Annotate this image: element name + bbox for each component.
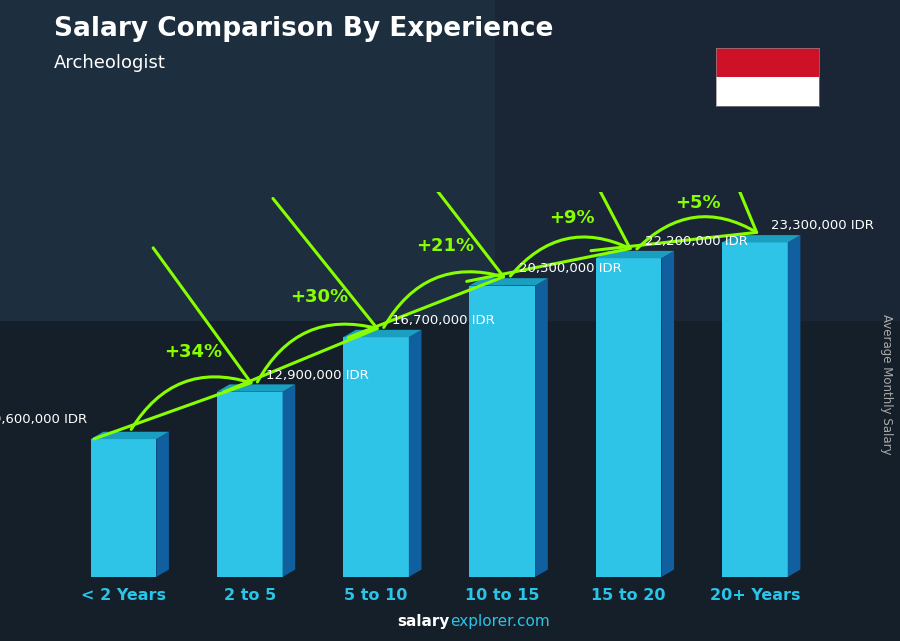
Text: salary: salary: [398, 615, 450, 629]
FancyArrowPatch shape: [94, 248, 251, 439]
Polygon shape: [343, 337, 409, 577]
Polygon shape: [217, 385, 295, 392]
Polygon shape: [343, 330, 421, 337]
Bar: [0, 320, 900, 641]
Polygon shape: [722, 242, 788, 577]
FancyArrowPatch shape: [591, 78, 757, 251]
Text: Salary Comparison By Experience: Salary Comparison By Experience: [54, 16, 554, 42]
FancyArrowPatch shape: [223, 199, 377, 392]
Text: +21%: +21%: [417, 237, 474, 254]
Text: Archeologist: Archeologist: [54, 54, 166, 72]
Text: +34%: +34%: [164, 343, 222, 361]
Text: 20,300,000 IDR: 20,300,000 IDR: [518, 263, 622, 276]
Polygon shape: [662, 251, 674, 577]
Polygon shape: [596, 258, 662, 577]
Polygon shape: [91, 432, 169, 439]
Bar: [0, 0, 495, 320]
FancyArrowPatch shape: [348, 145, 503, 337]
Polygon shape: [283, 385, 295, 577]
Polygon shape: [596, 251, 674, 258]
Polygon shape: [470, 278, 548, 285]
Polygon shape: [722, 235, 800, 242]
Bar: [716, 48, 819, 77]
Text: +9%: +9%: [549, 210, 595, 228]
Polygon shape: [409, 330, 421, 577]
Polygon shape: [788, 235, 800, 577]
Text: explorer.com: explorer.com: [450, 615, 550, 629]
Polygon shape: [536, 278, 548, 577]
FancyArrowPatch shape: [467, 101, 630, 281]
Bar: [716, 77, 819, 106]
Polygon shape: [217, 392, 283, 577]
Polygon shape: [91, 439, 157, 577]
Text: 23,300,000 IDR: 23,300,000 IDR: [771, 219, 874, 233]
Text: 16,700,000 IDR: 16,700,000 IDR: [392, 314, 495, 327]
Text: 9,600,000 IDR: 9,600,000 IDR: [0, 413, 86, 426]
Text: Average Monthly Salary: Average Monthly Salary: [880, 314, 893, 455]
Text: +30%: +30%: [290, 288, 348, 306]
Polygon shape: [157, 432, 169, 577]
Text: 22,200,000 IDR: 22,200,000 IDR: [645, 235, 748, 248]
Bar: [495, 0, 900, 320]
Polygon shape: [470, 285, 536, 577]
Text: +5%: +5%: [675, 194, 721, 212]
Text: 12,900,000 IDR: 12,900,000 IDR: [266, 369, 369, 381]
